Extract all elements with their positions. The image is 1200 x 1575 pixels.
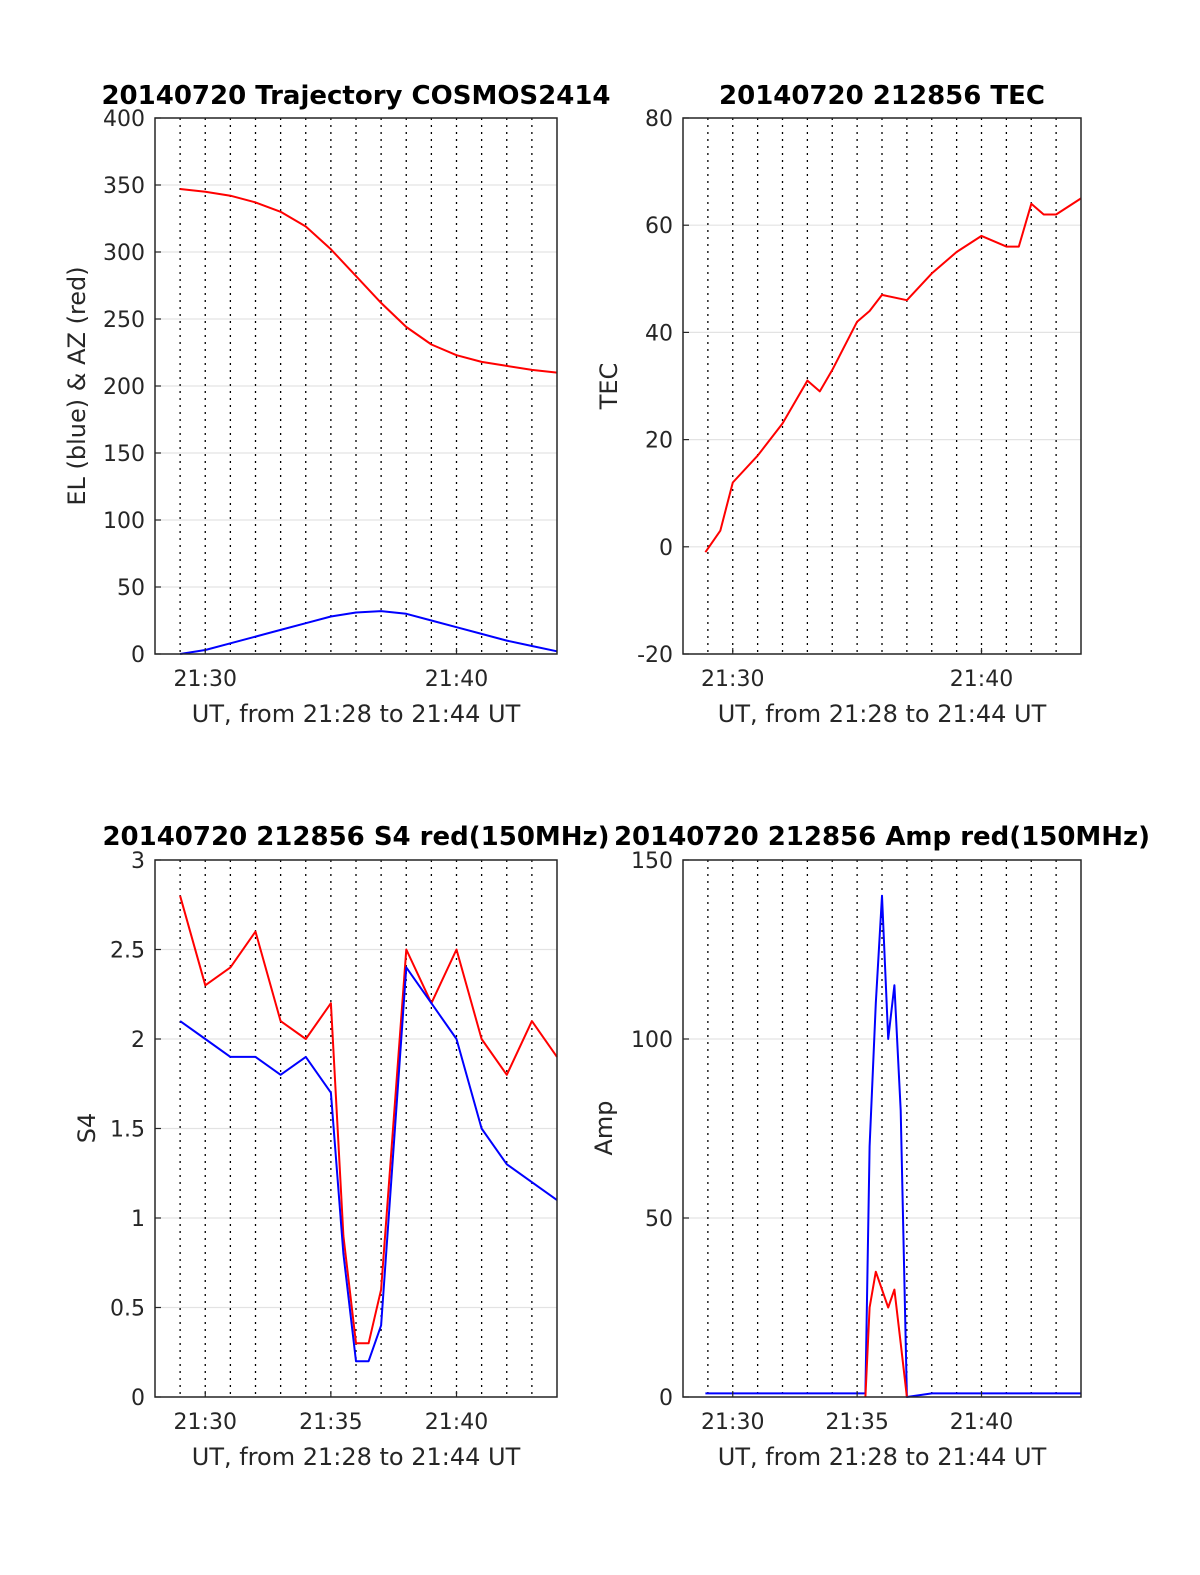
plot-area [179, 188, 558, 655]
series-line-1 [179, 966, 558, 1363]
series-line-0 [705, 894, 1081, 1398]
y-tick-label: 60 [645, 214, 673, 239]
y-tick-label: 0 [659, 536, 673, 561]
grid [155, 859, 557, 1398]
y-axis-label: EL (blue) & AZ (red) [63, 266, 91, 505]
panel-s4: 20140720 212856 S4 red(150MHz) 0 0.5 1 1.5 2… [73, 822, 610, 1471]
panel-title: 20140720 212856 Amp red(150MHz) [614, 822, 1150, 852]
plot-area [704, 197, 1082, 553]
x-tick-label: 21:40 [950, 1410, 1013, 1435]
y-tick-label: 50 [645, 1207, 673, 1232]
y-tick-label: 300 [103, 241, 145, 266]
grid [683, 859, 1081, 1398]
y-tick-label: 150 [631, 849, 673, 874]
y-tick-label: 0 [131, 1386, 145, 1411]
grid [155, 117, 557, 655]
panel-trajectory: 20140720 Trajectory COSMOS2414 0 50 100 150… [63, 81, 611, 728]
series-line-1 [864, 1270, 908, 1398]
panel-title: 20140720 Trajectory COSMOS2414 [101, 81, 610, 111]
series-line-0 [179, 188, 558, 374]
y-tick-label: 20 [645, 429, 673, 454]
y-tick-label: 150 [103, 442, 145, 467]
panel-title: 20140720 212856 S4 red(150MHz) [102, 822, 609, 852]
tick-labels: 0 50 100 150 200 250 300 350 400 21:30 21:40 [103, 107, 488, 692]
y-tick-label: 0 [659, 1386, 673, 1411]
series-line-0 [704, 197, 1082, 553]
x-tick-label: 21:30 [701, 1410, 764, 1435]
plot-area [705, 894, 1081, 1398]
y-tick-label: 2 [131, 1028, 145, 1053]
tick-labels: -20 0 20 40 60 80 21:30 21:40 [637, 107, 1013, 692]
y-tick-label: 80 [645, 107, 673, 132]
y-tick-label: 100 [103, 509, 145, 534]
y-tick-label: 3 [131, 849, 145, 874]
y-tick-label: 0.5 [110, 1297, 145, 1322]
y-tick-label: -20 [637, 643, 673, 668]
y-tick-label: 40 [645, 321, 673, 346]
x-axis-label: UT, from 21:28 to 21:44 UT [718, 1443, 1047, 1471]
x-tick-label: 21:40 [425, 1410, 488, 1435]
panel-amp: 20140720 212856 Amp red(150MHz) 0 50 100 15… [590, 822, 1150, 1471]
axes-box [682, 859, 1082, 1398]
y-tick-label: 1 [131, 1207, 145, 1232]
x-tick-label: 21:35 [299, 1410, 362, 1435]
x-axis-label: UT, from 21:28 to 21:44 UT [718, 700, 1047, 728]
y-tick-label: 0 [131, 643, 145, 668]
series-line-1 [179, 610, 558, 655]
x-tick-label: 21:40 [425, 667, 488, 692]
x-axis-label: UT, from 21:28 to 21:44 UT [192, 700, 521, 728]
tick-labels: 0 0.5 1 1.5 2 2.5 3 21:30 21:35 21:40 [110, 849, 488, 1435]
x-tick-label: 21:30 [701, 667, 764, 692]
series-line-0 [179, 895, 558, 1345]
x-tick-label: 21:35 [825, 1410, 888, 1435]
axes-box [682, 117, 1082, 655]
y-tick-label: 250 [103, 308, 145, 333]
grid [683, 117, 1081, 655]
y-tick-label: 400 [103, 107, 145, 132]
y-tick-label: 1.5 [110, 1118, 145, 1143]
y-axis-label: S4 [73, 1113, 101, 1144]
x-tick-label: 21:40 [950, 667, 1013, 692]
y-axis-label: TEC [595, 363, 623, 411]
y-axis-label: Amp [590, 1100, 618, 1155]
y-tick-label: 350 [103, 174, 145, 199]
x-tick-label: 21:30 [174, 1410, 237, 1435]
y-tick-label: 100 [631, 1028, 673, 1053]
plot-area [179, 895, 558, 1363]
panel-tec: 20140720 212856 TEC -20 0 20 40 60 80 21:30 21:… [595, 81, 1082, 728]
y-tick-label: 2.5 [110, 939, 145, 964]
tick-labels: 0 50 100 150 21:30 21:35 21:40 [631, 849, 1013, 1435]
x-tick-label: 21:30 [174, 667, 237, 692]
y-tick-label: 50 [117, 576, 145, 601]
panel-title: 20140720 212856 TEC [719, 81, 1045, 111]
y-tick-label: 200 [103, 375, 145, 400]
x-axis-label: UT, from 21:28 to 21:44 UT [192, 1443, 521, 1471]
